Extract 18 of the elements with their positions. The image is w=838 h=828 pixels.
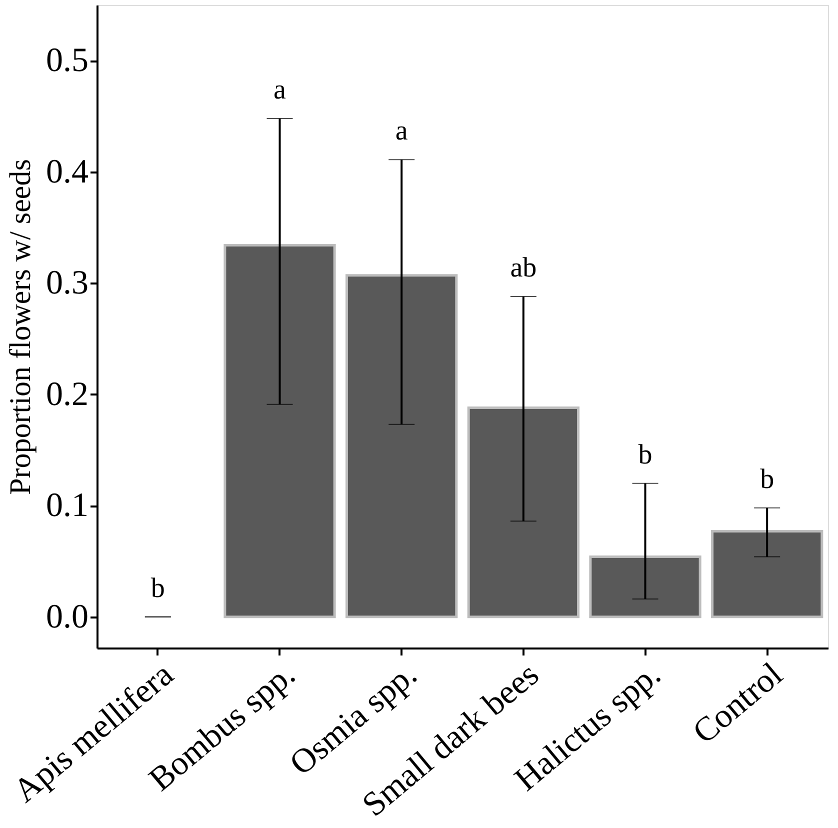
annotation: b xyxy=(760,464,774,495)
y-tick-label: 0.4 xyxy=(46,153,88,190)
y-tick-label: 0.1 xyxy=(46,487,88,524)
annotation: a xyxy=(274,74,287,106)
annotation: ab xyxy=(510,252,537,284)
bar xyxy=(589,556,702,618)
y-tick-label: 0.5 xyxy=(46,42,88,80)
bar xyxy=(346,274,458,618)
bar xyxy=(224,244,336,618)
annotation: a xyxy=(395,116,408,147)
y-tick-label: 0.2 xyxy=(46,376,88,413)
bar xyxy=(711,530,824,618)
y-tick-label: 0.0 xyxy=(46,598,88,636)
annotation: b xyxy=(638,439,652,470)
bar xyxy=(467,406,580,618)
annotation: b xyxy=(150,572,165,604)
y-axis-title: Proportion flowers w/ seeds xyxy=(4,159,37,495)
y-tick-label: 0.3 xyxy=(46,264,88,302)
